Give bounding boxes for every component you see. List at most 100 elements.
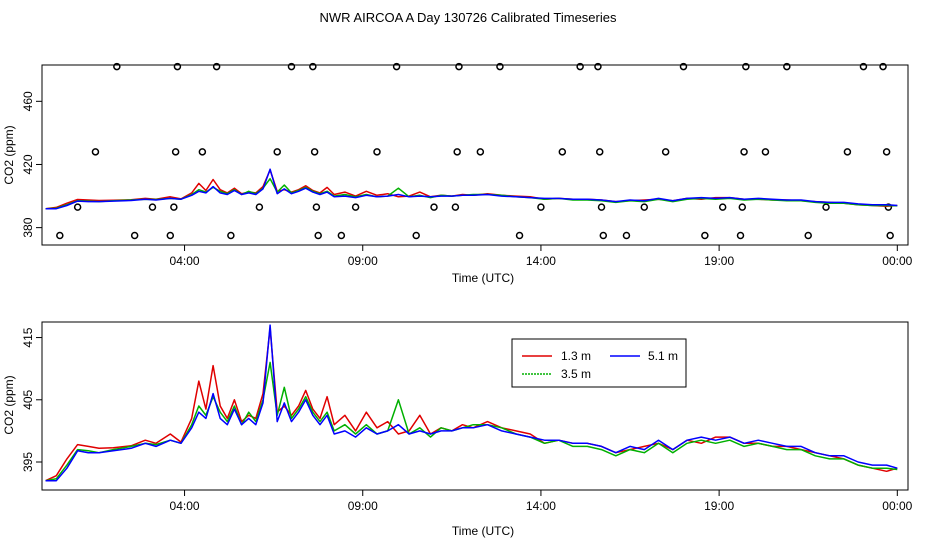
cal-point <box>337 231 346 240</box>
cal-point <box>351 203 360 211</box>
top-series-line-3-5-m <box>45 177 898 210</box>
cal-point <box>212 62 221 71</box>
legend-box <box>511 338 687 388</box>
top-y-tick-label: 420 <box>21 154 35 174</box>
legend-label-1-3m: 1.3 m <box>561 349 591 363</box>
bottom-x-tick-label: 19:00 <box>704 499 734 513</box>
bottom-y-ticks: 395 405 415 <box>21 327 42 472</box>
cal-point <box>451 203 460 211</box>
bottom-x-axis-label: Time (UTC) <box>452 524 514 538</box>
cal-point <box>736 231 745 240</box>
cal-point <box>537 203 545 211</box>
cal-point <box>130 231 139 240</box>
cal-point <box>255 203 264 211</box>
top-x-ticks: 04:00 09:00 14:00 19:00 00:00 <box>170 245 913 268</box>
cal-point <box>595 148 604 156</box>
top-series-line-5-1-m <box>45 168 898 210</box>
cal-point <box>597 203 606 211</box>
cal-point <box>576 62 584 71</box>
top-y-tick-label: 460 <box>21 91 35 111</box>
cal-point <box>166 231 175 240</box>
cal-point <box>453 148 461 156</box>
cal-point <box>170 203 178 211</box>
cal-point <box>430 203 438 211</box>
cal-point <box>113 62 121 71</box>
series-line-1-3-m <box>45 327 898 482</box>
top-x-tick-label: 00:00 <box>882 254 912 268</box>
cal-point <box>640 203 649 211</box>
top-plot-frame <box>41 64 909 246</box>
cal-point <box>309 62 317 71</box>
chart-title: NWR AIRCOA A Day 130726 Calibrated Times… <box>320 10 617 25</box>
cal-point <box>783 62 791 71</box>
cal-point <box>882 148 891 156</box>
cal-point <box>227 231 235 240</box>
cal-point <box>476 148 485 156</box>
top-x-tick-label: 19:00 <box>704 254 734 268</box>
cal-point <box>412 231 420 240</box>
cal-point <box>859 62 868 71</box>
bottom-y-tick-label: 415 <box>21 327 35 347</box>
cal-point <box>198 148 207 156</box>
bottom-plot-frame <box>41 321 909 491</box>
cal-point <box>701 231 709 240</box>
cal-point <box>56 231 64 240</box>
legend-label-5-1m: 5.1 m <box>648 349 678 363</box>
legend-label-3-5m: 3.5 m <box>561 367 591 381</box>
cal-point <box>622 231 631 240</box>
cal-point <box>392 62 401 71</box>
top-y-ticks: 380 420 460 <box>21 91 42 238</box>
cal-point <box>718 203 727 211</box>
bottom-y-axis-label: CO2 (ppm) <box>2 375 16 434</box>
bottom-series-lines <box>45 324 898 482</box>
top-y-tick-label: 380 <box>21 217 35 237</box>
top-cal-points <box>56 62 894 240</box>
cal-point <box>310 148 319 156</box>
cal-point <box>515 231 524 240</box>
cal-point <box>599 231 608 240</box>
cal-point <box>314 231 322 240</box>
cal-point <box>273 148 281 156</box>
cal-point <box>886 231 894 240</box>
series-line-5-1-m <box>45 324 898 482</box>
top-x-axis-label: Time (UTC) <box>452 271 514 285</box>
bottom-panel: 04:00 09:00 14:00 19:00 00:00 395 405 415 Time… <box>2 321 913 538</box>
cal-point <box>594 62 602 71</box>
cal-point <box>740 148 748 156</box>
cal-point <box>455 62 463 71</box>
top-x-tick-label: 14:00 <box>526 254 556 268</box>
top-x-tick-label: 04:00 <box>170 254 200 268</box>
bottom-x-tick-label: 14:00 <box>526 499 556 513</box>
top-series-lines <box>45 168 898 210</box>
cal-point <box>804 231 812 240</box>
bottom-x-tick-label: 00:00 <box>882 499 912 513</box>
bottom-y-tick-label: 405 <box>21 389 35 409</box>
top-x-tick-label: 09:00 <box>348 254 378 268</box>
legend: 1.3 m 5.1 m 3.5 m <box>511 338 687 388</box>
cal-point <box>879 62 887 71</box>
cal-point <box>173 62 182 71</box>
top-series-line-1-3-m <box>45 169 898 210</box>
cal-point <box>822 203 830 211</box>
cal-point <box>148 203 157 211</box>
bottom-x-tick-label: 09:00 <box>348 499 378 513</box>
bottom-x-tick-label: 04:00 <box>170 499 200 513</box>
cal-point <box>843 148 852 156</box>
cal-point <box>661 148 670 156</box>
bottom-x-ticks: 04:00 09:00 14:00 19:00 00:00 <box>170 490 913 513</box>
top-panel: 04:00 09:00 14:00 19:00 00:00 380 420 460 Time… <box>2 62 913 285</box>
cal-point <box>496 62 504 71</box>
top-y-axis-label: CO2 (ppm) <box>2 125 16 184</box>
cal-point <box>287 62 296 71</box>
cal-point <box>91 148 100 156</box>
bottom-y-tick-label: 395 <box>21 452 35 472</box>
cal-point <box>558 148 567 156</box>
cal-point <box>742 62 750 71</box>
cal-point <box>73 203 82 211</box>
cal-point <box>761 148 770 156</box>
cal-point <box>679 62 688 71</box>
series-line-3-5-m <box>45 361 898 482</box>
cal-point <box>738 203 747 211</box>
cal-point <box>171 148 180 156</box>
